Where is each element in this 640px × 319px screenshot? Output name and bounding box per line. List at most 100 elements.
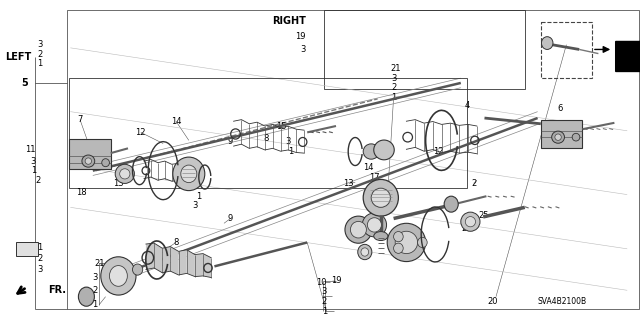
PathPatch shape — [144, 160, 151, 179]
Ellipse shape — [394, 232, 403, 242]
Ellipse shape — [552, 131, 564, 143]
PathPatch shape — [273, 124, 280, 151]
PathPatch shape — [146, 243, 154, 270]
Ellipse shape — [345, 216, 372, 243]
Text: 20: 20 — [488, 297, 498, 306]
Text: 11: 11 — [26, 145, 36, 154]
Text: 1: 1 — [391, 93, 396, 102]
Text: 22: 22 — [395, 252, 405, 261]
Ellipse shape — [572, 133, 580, 141]
PathPatch shape — [195, 254, 203, 277]
PathPatch shape — [234, 120, 241, 146]
PathPatch shape — [179, 250, 187, 275]
Text: 3: 3 — [391, 74, 396, 83]
Text: 2: 2 — [391, 83, 396, 92]
PathPatch shape — [165, 161, 172, 181]
Bar — [69, 139, 111, 169]
Bar — [16, 242, 38, 256]
PathPatch shape — [451, 123, 460, 153]
Text: 13: 13 — [344, 179, 354, 188]
PathPatch shape — [424, 122, 433, 151]
PathPatch shape — [257, 122, 265, 150]
Ellipse shape — [120, 169, 130, 179]
Text: 1: 1 — [322, 307, 327, 315]
Text: 16: 16 — [542, 141, 552, 150]
Text: 1: 1 — [289, 147, 294, 156]
Ellipse shape — [173, 157, 205, 191]
Text: 21: 21 — [390, 64, 401, 73]
PathPatch shape — [442, 123, 451, 152]
Text: 23: 23 — [462, 224, 472, 233]
Text: 1: 1 — [196, 192, 201, 201]
Text: 3: 3 — [322, 287, 327, 296]
Ellipse shape — [102, 159, 109, 167]
Text: 15: 15 — [147, 260, 157, 269]
Text: 8: 8 — [173, 238, 179, 247]
Text: 5: 5 — [21, 78, 28, 88]
Text: 10: 10 — [316, 278, 326, 287]
Ellipse shape — [363, 179, 398, 216]
PathPatch shape — [249, 122, 257, 148]
Text: 14: 14 — [171, 117, 181, 126]
Text: 16: 16 — [78, 141, 88, 150]
Ellipse shape — [85, 158, 92, 164]
Text: RIGHT: RIGHT — [272, 16, 306, 26]
Ellipse shape — [364, 144, 380, 159]
Text: 14: 14 — [363, 163, 373, 172]
Ellipse shape — [101, 257, 136, 295]
Text: 4: 4 — [465, 101, 470, 110]
PathPatch shape — [460, 124, 468, 153]
Text: 3: 3 — [193, 201, 198, 210]
Text: 1: 1 — [37, 59, 42, 68]
Ellipse shape — [461, 212, 480, 231]
Ellipse shape — [358, 244, 372, 260]
Text: 2: 2 — [471, 179, 476, 188]
Ellipse shape — [394, 243, 403, 253]
PathPatch shape — [158, 161, 165, 180]
Ellipse shape — [387, 223, 426, 262]
Ellipse shape — [541, 37, 553, 49]
Text: 8: 8 — [263, 134, 268, 143]
Ellipse shape — [180, 165, 197, 183]
Ellipse shape — [351, 221, 367, 238]
PathPatch shape — [265, 124, 273, 150]
Ellipse shape — [374, 140, 394, 160]
PathPatch shape — [187, 250, 195, 277]
Text: 17: 17 — [369, 173, 380, 182]
Text: 19: 19 — [296, 32, 306, 41]
PathPatch shape — [163, 247, 170, 273]
PathPatch shape — [415, 120, 424, 151]
Text: 2: 2 — [37, 254, 42, 263]
Ellipse shape — [465, 217, 476, 227]
PathPatch shape — [170, 247, 179, 275]
Text: 2: 2 — [37, 50, 42, 59]
Ellipse shape — [362, 213, 387, 237]
Text: 7: 7 — [77, 115, 83, 124]
Ellipse shape — [418, 237, 428, 248]
Text: 1: 1 — [37, 243, 42, 252]
Ellipse shape — [555, 134, 561, 140]
PathPatch shape — [203, 254, 211, 278]
Text: 3: 3 — [37, 40, 42, 49]
Text: 25: 25 — [478, 211, 488, 220]
PathPatch shape — [468, 124, 477, 154]
Ellipse shape — [79, 287, 95, 306]
Text: 18: 18 — [76, 189, 86, 197]
PathPatch shape — [151, 160, 158, 180]
Ellipse shape — [115, 164, 134, 183]
Text: 9: 9 — [228, 137, 233, 146]
PathPatch shape — [172, 163, 179, 181]
Text: 3: 3 — [92, 273, 97, 282]
Text: 12: 12 — [433, 147, 444, 156]
PathPatch shape — [241, 120, 249, 148]
Text: 24: 24 — [363, 248, 373, 256]
Text: LEFT: LEFT — [4, 52, 31, 63]
Text: 2: 2 — [36, 176, 41, 185]
PathPatch shape — [296, 129, 304, 153]
PathPatch shape — [179, 163, 186, 182]
Ellipse shape — [109, 265, 127, 286]
Ellipse shape — [371, 188, 390, 207]
PathPatch shape — [289, 126, 296, 152]
Ellipse shape — [396, 231, 417, 254]
Text: 3: 3 — [37, 265, 42, 274]
